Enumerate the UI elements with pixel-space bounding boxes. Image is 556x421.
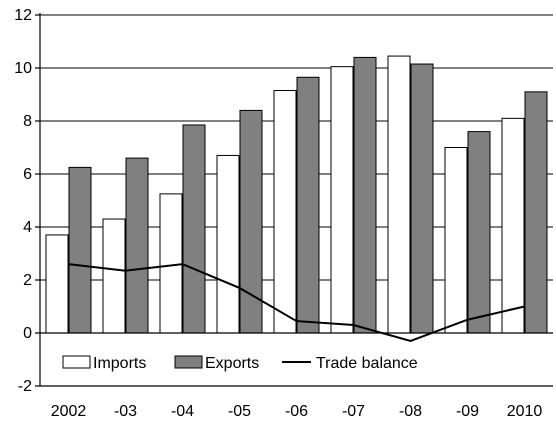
bar-exports <box>410 63 434 334</box>
x-tick-label: -09 <box>456 403 479 420</box>
y-tick-label: 0 <box>23 325 32 342</box>
bars <box>45 55 548 334</box>
bar-exports <box>125 157 149 334</box>
x-tick-label: -06 <box>285 403 308 420</box>
x-tick-labels: 2002 -03 -04 -05 -06 -07 -08 -09 2010 <box>51 403 543 420</box>
axes <box>35 13 553 387</box>
y-tick-label: 12 <box>14 7 32 24</box>
bar-exports <box>296 76 320 334</box>
legend-swatch-imports <box>62 355 91 369</box>
x-tick-label: -05 <box>228 403 251 420</box>
y-tick-label: 10 <box>14 60 32 77</box>
x-tick-label: -03 <box>114 403 137 420</box>
bar-imports <box>216 154 240 334</box>
x-tick-label: 2010 <box>507 403 543 420</box>
legend: Imports Exports Trade balance <box>62 355 418 372</box>
bar-exports <box>467 131 491 334</box>
y-tick-labels: -2 0 2 4 6 8 10 12 <box>14 7 32 395</box>
y-tick-label: 2 <box>23 272 32 289</box>
bar-exports <box>524 91 548 334</box>
bar-imports <box>273 90 297 334</box>
bar-exports <box>182 124 206 334</box>
trade-balance-line <box>68 263 525 343</box>
y-tick-label: 4 <box>23 219 32 236</box>
x-tick-label: 2002 <box>51 403 87 420</box>
bar-imports <box>45 234 69 334</box>
legend-swatch-exports <box>174 355 203 369</box>
legend-label-trade-balance: Trade balance <box>316 355 418 372</box>
x-tick-label: -08 <box>399 403 422 420</box>
legend-label-imports: Imports <box>93 355 146 372</box>
y-tick-label: -2 <box>18 378 32 395</box>
y-tick-label: 8 <box>23 113 32 130</box>
bar-imports <box>501 117 525 334</box>
bar-imports <box>159 193 183 334</box>
trade-balance-line-group <box>68 263 525 343</box>
bar-imports <box>102 218 126 334</box>
y-tick-label: 6 <box>23 166 32 183</box>
bar-imports <box>387 55 411 334</box>
bar-exports <box>353 56 377 334</box>
bar-imports <box>330 66 354 334</box>
bar-exports <box>68 166 92 334</box>
bar-imports <box>444 147 468 334</box>
legend-label-exports: Exports <box>205 355 259 372</box>
x-tick-label: -04 <box>171 403 194 420</box>
x-tick-label: -07 <box>342 403 365 420</box>
